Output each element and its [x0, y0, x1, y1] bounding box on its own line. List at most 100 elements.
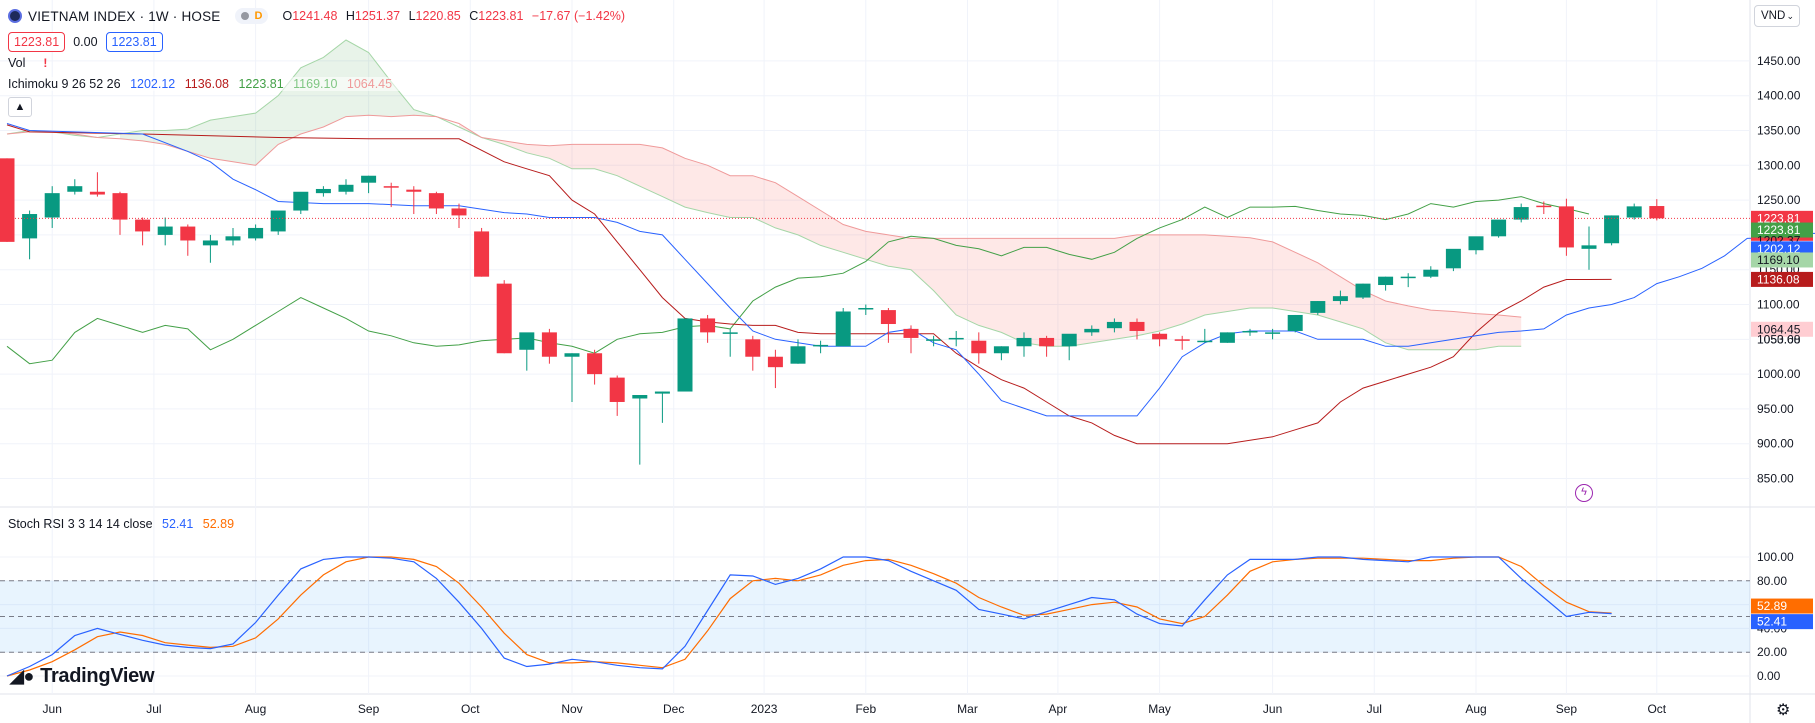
candle-body [406, 189, 422, 192]
candle [135, 217, 151, 246]
ichimoku-legend[interactable]: Ichimoku 9 26 52 26 1202.12 1136.08 1223… [8, 77, 405, 91]
price-tag-label: 1064.45 [1757, 322, 1801, 336]
stoch-tag-bg [1751, 614, 1813, 630]
buy-price-box[interactable]: 1223.81 [105, 32, 163, 52]
candle [609, 375, 625, 416]
time-tick-label: 2023 [751, 702, 778, 716]
candle-body [948, 337, 964, 340]
price-tick-label: 1300.00 [1757, 158, 1801, 172]
candle [44, 186, 60, 228]
symbol-title[interactable]: VIETNAM INDEX · 1W · HOSE [28, 8, 221, 24]
candle [202, 234, 218, 263]
collapse-legend-button[interactable]: ▲ [8, 97, 32, 117]
currency-select[interactable]: VND ⌄ [1754, 5, 1800, 27]
candle [22, 210, 38, 260]
price-tag-label: 1202.12 [1757, 242, 1801, 256]
candle [180, 224, 196, 256]
time-tick-label: Aug [1465, 702, 1486, 716]
candle-body [1061, 333, 1077, 347]
candle-body [677, 318, 693, 392]
candle [1039, 335, 1055, 357]
candle-body [1287, 314, 1303, 331]
candle-body [474, 231, 490, 277]
stoch-k-line [6, 556, 1612, 677]
candle [1626, 203, 1642, 220]
candle [1016, 332, 1032, 357]
volume-label: Vol [8, 56, 26, 70]
candle [971, 332, 987, 364]
candle-body [1604, 215, 1620, 244]
candle-body [67, 186, 83, 192]
price-tick-label: 900.00 [1757, 437, 1794, 451]
candle-body [496, 283, 512, 354]
ichimoku-span-b-value: 1064.45 [346, 77, 393, 91]
volume-legend[interactable]: Vol ! [8, 56, 47, 70]
tradingview-logo[interactable]: ◢● TradingView [10, 665, 155, 688]
candle [926, 335, 942, 347]
price-tick-label: 1000.00 [1757, 367, 1801, 381]
gear-icon[interactable]: ⚙ [1776, 702, 1791, 719]
candle [1219, 332, 1235, 343]
candle [1445, 248, 1461, 272]
candle [993, 346, 1009, 361]
candle [1061, 333, 1077, 361]
price-tick-label: 1350.00 [1757, 123, 1801, 137]
candle-body [926, 339, 942, 341]
lightning-icon[interactable]: ϟ [1575, 484, 1593, 502]
stoch-tag-label: 52.89 [1757, 599, 1787, 613]
candle-body [135, 219, 151, 232]
candle [519, 332, 535, 371]
warning-icon[interactable]: ! [43, 56, 48, 70]
time-tick-label: Jul [1367, 702, 1382, 716]
candle-body [835, 311, 851, 347]
time-tick-label: Sep [358, 702, 380, 716]
candle [67, 179, 83, 195]
time-tick-label: Jun [1263, 702, 1282, 716]
price-tick-label: 1250.00 [1757, 193, 1801, 207]
stoch-value-tag: 52.41 [1751, 614, 1813, 630]
candle [225, 227, 241, 246]
candle-body [541, 332, 557, 357]
candle-body [745, 339, 761, 357]
sell-price-box[interactable]: 1223.81 [8, 32, 66, 52]
tradingview-mark-icon: ◢● [10, 666, 35, 686]
candle-body [632, 395, 648, 399]
candle [270, 210, 286, 235]
time-tick-label: Oct [1647, 702, 1666, 716]
cloud-bearish-area [459, 123, 1522, 350]
stoch-rsi-legend[interactable]: Stoch RSI 3 3 14 14 close 52.41 52.89 [8, 517, 240, 531]
candle [1106, 318, 1122, 333]
candle-body [44, 193, 60, 218]
candle-body [1016, 337, 1032, 347]
ichimoku-span-a-value: 1169.10 [293, 77, 338, 91]
market-status-pill[interactable]: D [234, 8, 269, 24]
trade-boxes: 1223.81 0.00 1223.81 [8, 32, 163, 52]
candle [1491, 219, 1507, 238]
ichimoku-cloud [6, 39, 1522, 351]
candle-body [112, 193, 128, 220]
candle [112, 191, 128, 235]
stoch-tag-bg [1751, 598, 1813, 614]
candle-body [1513, 207, 1529, 220]
candle-body [202, 240, 218, 246]
candle [428, 191, 444, 215]
spread-value: 0.00 [73, 35, 98, 49]
candle [767, 349, 783, 389]
currency-value: VND [1761, 10, 1786, 22]
candle-body [0, 158, 15, 242]
candle-body [790, 346, 806, 364]
chart-header: VIETNAM INDEX · 1W · HOSE D O1241.48 H12… [8, 7, 630, 25]
candle-body [880, 310, 896, 325]
time-tick-label: Mar [957, 702, 978, 716]
candle [0, 158, 15, 242]
candle [858, 304, 874, 315]
candle [1400, 273, 1416, 288]
candle-body [813, 344, 829, 347]
price-tag-bg [1751, 222, 1813, 238]
chikou-line [6, 196, 1590, 365]
candle-body [225, 236, 241, 241]
candle [338, 179, 354, 195]
candle-body [1445, 248, 1461, 269]
span-b-line [6, 114, 1522, 318]
candle [1265, 328, 1281, 340]
